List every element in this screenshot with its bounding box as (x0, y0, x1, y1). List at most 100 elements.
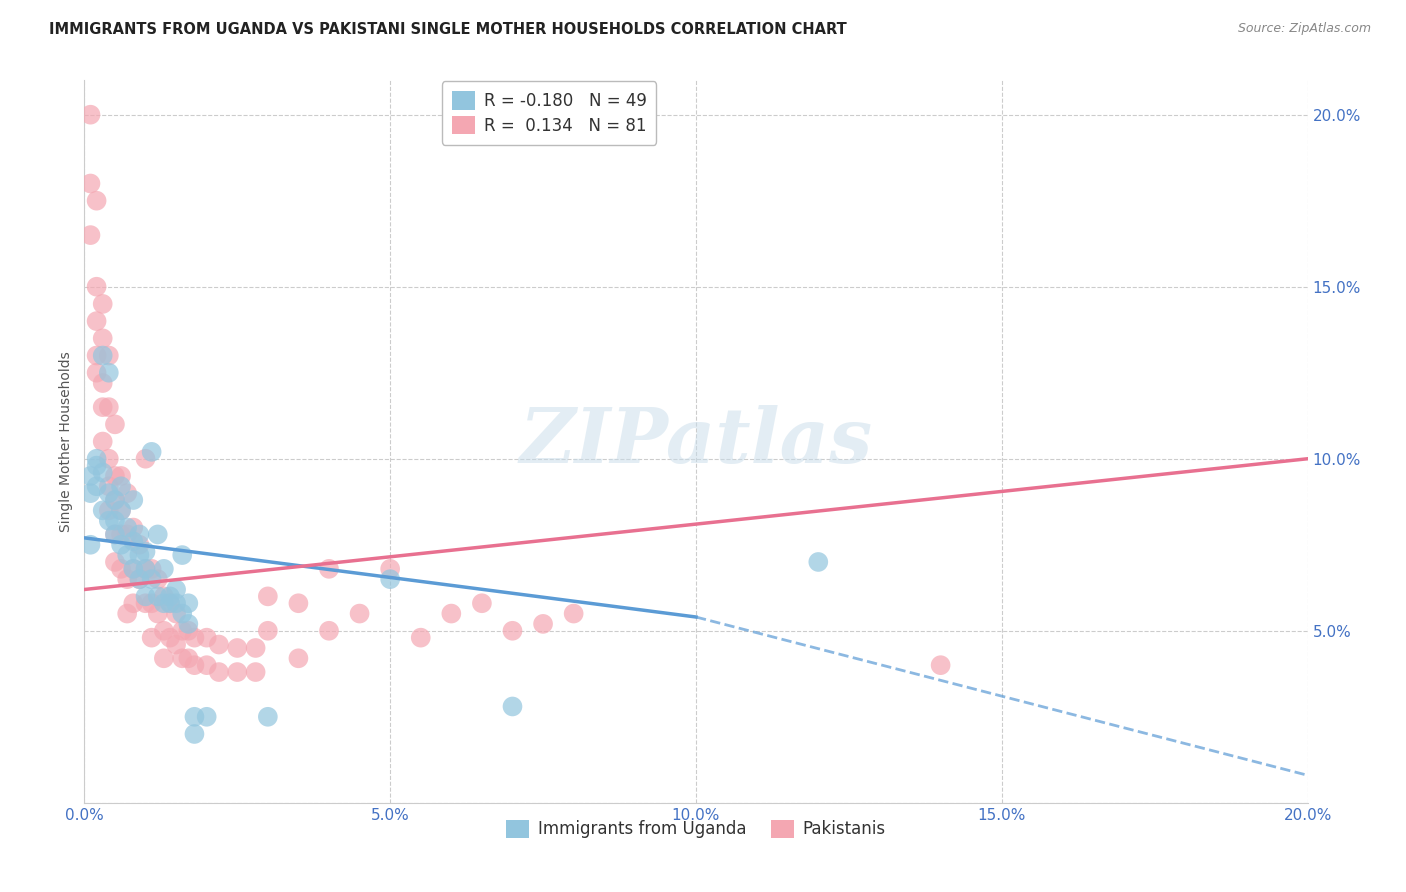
Point (807, 555, 830, 569)
Point (172, 607, 194, 621)
Point (177, 651, 200, 665)
Point (104, 469, 127, 483)
Point (86, 314, 108, 328)
Point (172, 651, 194, 665)
Point (110, 538, 132, 552)
Point (91, 400, 114, 414)
Point (79, 228, 101, 243)
Point (86, 479, 108, 493)
Point (146, 527, 169, 541)
Point (110, 527, 132, 541)
Point (128, 572, 150, 586)
Point (97, 486, 120, 500)
Point (135, 562, 157, 576)
Point (257, 590, 280, 604)
Point (380, 572, 402, 586)
Point (135, 590, 157, 604)
Point (177, 616, 200, 631)
Point (183, 631, 205, 645)
Point (440, 607, 463, 621)
Point (531, 616, 554, 631)
Point (159, 596, 181, 610)
Point (97, 400, 120, 414)
Point (91, 331, 114, 345)
Point (153, 596, 176, 610)
Point (97, 349, 120, 363)
Point (86, 458, 108, 473)
Point (110, 503, 132, 517)
Point (172, 624, 194, 638)
Point (122, 493, 145, 508)
Point (115, 527, 138, 541)
Point (79, 108, 101, 122)
Point (183, 727, 205, 741)
Point (141, 562, 163, 576)
Point (104, 527, 127, 541)
Point (104, 555, 127, 569)
Point (287, 651, 309, 665)
Point (115, 607, 138, 621)
Point (86, 279, 108, 293)
Text: ZIPatlas: ZIPatlas (519, 405, 873, 478)
Point (110, 503, 132, 517)
Point (153, 651, 176, 665)
Point (104, 493, 127, 508)
Point (318, 562, 340, 576)
Point (159, 631, 181, 645)
Point (929, 658, 952, 673)
Point (97, 514, 120, 528)
Point (115, 572, 138, 586)
Point (245, 640, 267, 655)
Point (471, 596, 494, 610)
Point (104, 527, 127, 541)
Point (135, 562, 157, 576)
Point (97, 503, 120, 517)
Point (122, 520, 145, 534)
Point (226, 640, 249, 655)
Point (141, 572, 163, 586)
Point (86, 451, 108, 466)
Point (208, 665, 231, 679)
Point (226, 665, 249, 679)
Point (146, 607, 169, 621)
Point (115, 486, 138, 500)
Point (177, 624, 200, 638)
Point (97, 479, 120, 493)
Point (91, 434, 114, 449)
Point (172, 548, 194, 562)
Point (195, 710, 218, 724)
Point (146, 572, 169, 586)
Point (349, 607, 371, 621)
Point (104, 493, 127, 508)
Point (146, 590, 169, 604)
Point (86, 349, 108, 363)
Point (562, 607, 585, 621)
Point (79, 177, 101, 191)
Point (104, 417, 127, 432)
Point (141, 445, 163, 459)
Point (159, 590, 181, 604)
Text: IMMIGRANTS FROM UGANDA VS PAKISTANI SINGLE MOTHER HOUSEHOLDS CORRELATION CHART: IMMIGRANTS FROM UGANDA VS PAKISTANI SING… (49, 22, 846, 37)
Point (165, 582, 187, 597)
Point (165, 596, 187, 610)
Point (257, 710, 280, 724)
Point (502, 624, 524, 638)
Point (208, 638, 231, 652)
Point (91, 297, 114, 311)
Point (86, 366, 108, 380)
Point (110, 562, 132, 576)
Point (115, 548, 138, 562)
Point (97, 451, 120, 466)
Point (135, 596, 157, 610)
Point (91, 503, 114, 517)
Point (122, 534, 145, 549)
Text: Source: ZipAtlas.com: Source: ZipAtlas.com (1237, 22, 1371, 36)
Point (110, 469, 132, 483)
Point (195, 631, 218, 645)
Point (287, 596, 309, 610)
Point (502, 699, 524, 714)
Point (115, 520, 138, 534)
Point (165, 638, 187, 652)
Point (128, 527, 150, 541)
Point (183, 710, 205, 724)
